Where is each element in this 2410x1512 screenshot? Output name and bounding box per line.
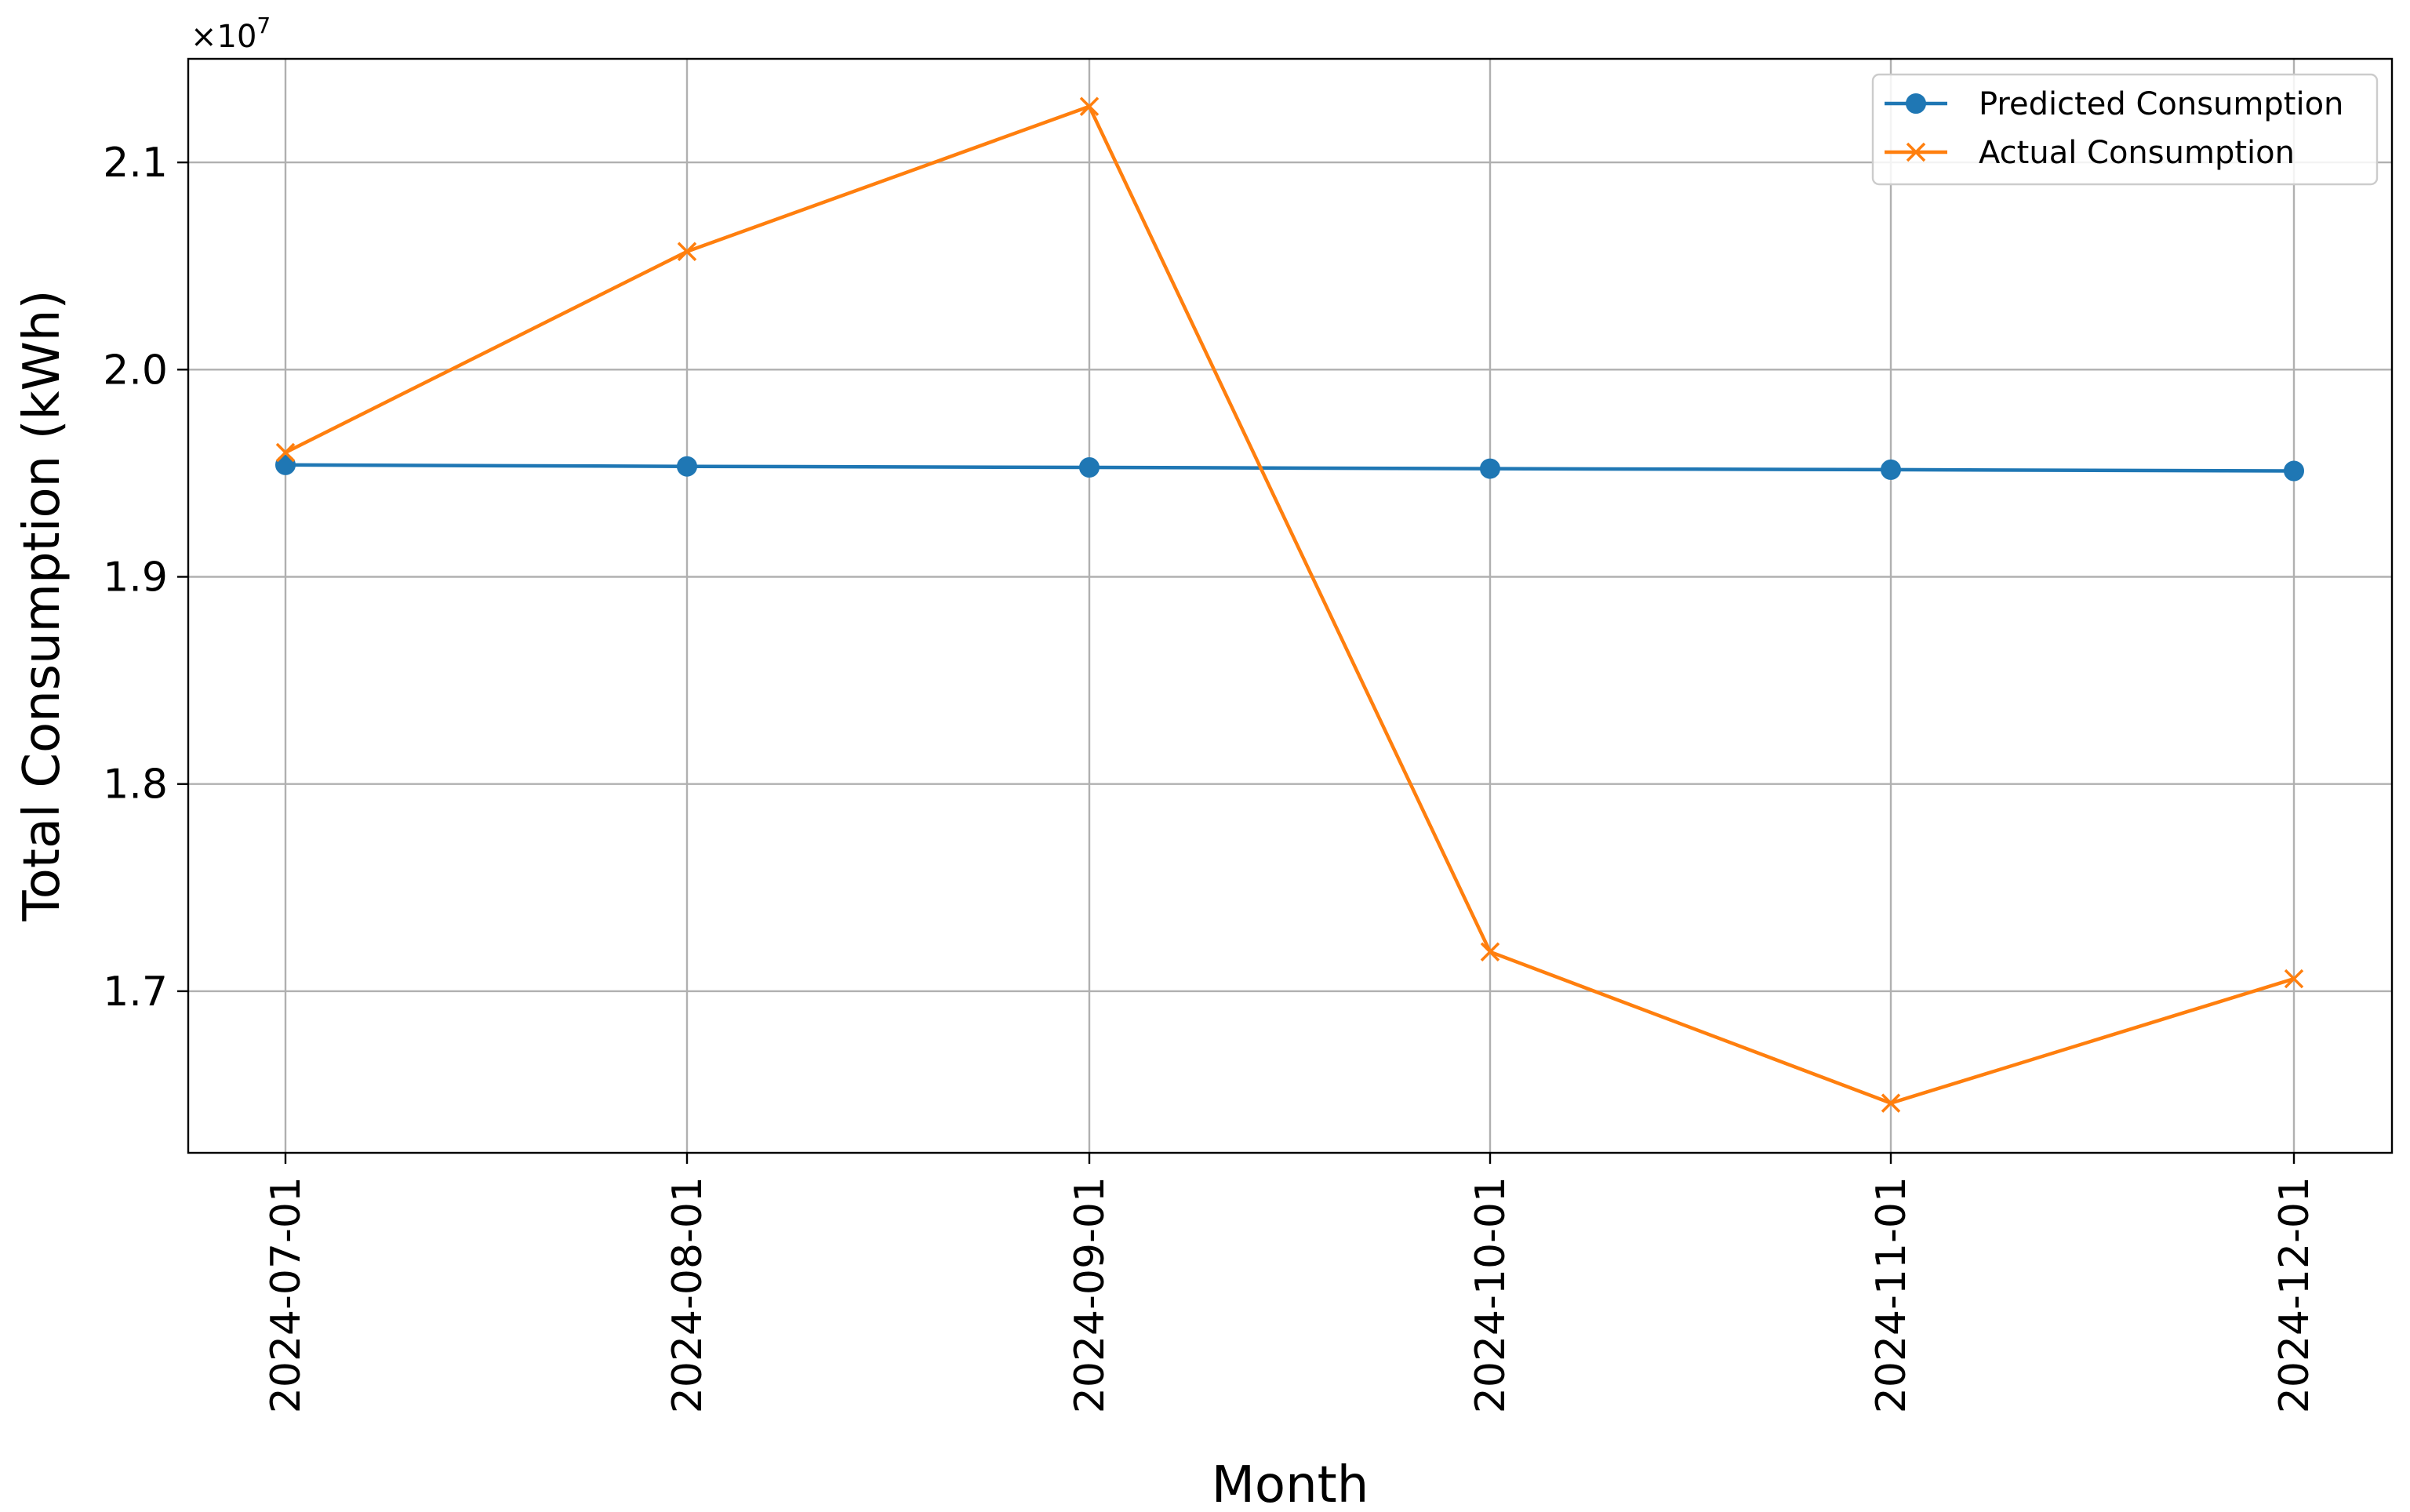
legend-label-predicted: Predicted Consumption bbox=[1979, 86, 2343, 122]
y-tick-label: 2.1 bbox=[103, 140, 168, 187]
data-point-predicted bbox=[2284, 460, 2304, 482]
data-point-predicted bbox=[677, 456, 697, 477]
y-tick-label: 1.8 bbox=[103, 761, 168, 809]
x-tick-label: 2024-08-01 bbox=[664, 1176, 711, 1413]
data-point-predicted bbox=[1881, 459, 1901, 480]
x-axis-label: Month bbox=[1212, 1456, 1369, 1512]
legend-label-actual: Actual Consumption bbox=[1979, 135, 2295, 171]
data-point-predicted bbox=[1079, 457, 1100, 478]
y-tick-label: 1.7 bbox=[103, 969, 168, 1016]
series-markers bbox=[275, 96, 2304, 1113]
y-axis-label: Total Consumption (kWh) bbox=[13, 290, 71, 922]
data-point-predicted bbox=[275, 454, 296, 475]
data-point-actual bbox=[1480, 942, 1500, 961]
x-tick-label: 2024-07-01 bbox=[263, 1176, 310, 1413]
legend-marker-actual bbox=[1906, 142, 1926, 162]
series-line-actual bbox=[283, 104, 2296, 1105]
x-tick-label: 2024-11-01 bbox=[1868, 1176, 1915, 1413]
legend-marker-predicted bbox=[1906, 93, 1926, 114]
plot-frame bbox=[187, 57, 2394, 1154]
data-point-actual bbox=[2284, 969, 2304, 989]
series-lines bbox=[283, 104, 2296, 1105]
data-point-actual bbox=[275, 442, 296, 463]
grid-lines bbox=[188, 59, 2392, 1153]
y-offset-exponent: 7 bbox=[256, 13, 271, 38]
y-tick-label: 2.0 bbox=[103, 347, 168, 394]
data-point-actual bbox=[677, 242, 697, 261]
legend-box bbox=[1871, 73, 2379, 186]
data-point-actual bbox=[1079, 96, 1100, 117]
legend: Predicted Consumption Actual Consumption bbox=[1871, 73, 2379, 186]
data-point-predicted bbox=[1480, 458, 1500, 479]
data-point-actual bbox=[1881, 1093, 1901, 1113]
axis-ticks: 2024-07-01 2024-08-01 2024-09-01 2024-10-01… bbox=[103, 140, 2318, 1413]
series-line-predicted bbox=[283, 463, 2296, 473]
x-tick-label: 2024-10-01 bbox=[1467, 1176, 1514, 1413]
x-tick-label: 2024-09-01 bbox=[1067, 1176, 1114, 1413]
y-tick-label: 1.9 bbox=[103, 554, 168, 602]
y-offset-label: ×107 bbox=[191, 13, 271, 55]
x-tick-label: 2024-12-01 bbox=[2271, 1176, 2318, 1413]
